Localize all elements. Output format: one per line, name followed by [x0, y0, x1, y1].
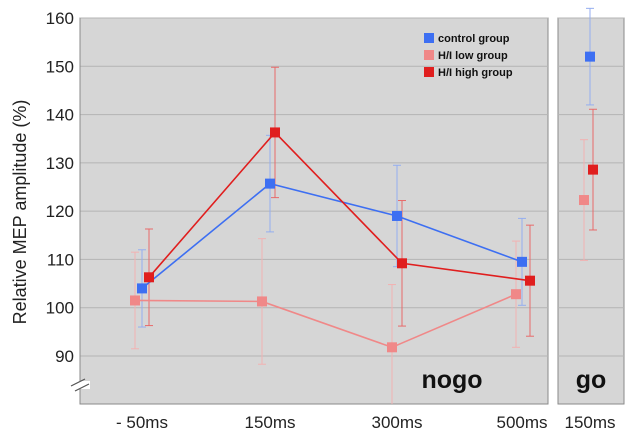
panel-label-go: go [576, 366, 607, 394]
y-tick-label: 150 [46, 57, 74, 76]
axis-break-mark [74, 383, 90, 392]
data-point [397, 258, 407, 269]
data-point [517, 256, 527, 267]
x-tick-label: - 50ms [116, 413, 168, 432]
y-tick-label: 130 [46, 154, 74, 173]
y-tick-label: 90 [55, 347, 74, 366]
legend-label: control group [438, 33, 510, 45]
legend-swatch [424, 33, 434, 43]
data-point [257, 296, 267, 307]
y-tick-label: 120 [46, 202, 74, 221]
data-point [137, 283, 147, 294]
data-point [130, 295, 140, 306]
y-tick-label: 140 [46, 106, 74, 125]
y-tick-label: 110 [47, 250, 74, 269]
series-line [141, 182, 523, 290]
legend-label: H/I high group [438, 67, 513, 79]
x-tick-label: 150ms [564, 413, 615, 432]
data-point [265, 178, 275, 189]
y-axis-title: Relative MEP amplitude (%) [10, 100, 30, 325]
x-tick-label: 150ms [244, 413, 295, 432]
legend-entry: control group [424, 33, 510, 45]
panel-label-nogo: nogo [421, 366, 482, 394]
y-tick-label: 160 [46, 9, 74, 28]
data-point [579, 195, 589, 206]
legend-label: H/I low group [438, 50, 508, 62]
legend: control group H/I low group H/I high group [424, 33, 513, 79]
series-line [134, 293, 517, 349]
data-point [585, 51, 595, 62]
data-point [392, 210, 402, 221]
y-tick-label: 100 [46, 299, 74, 318]
data-point [270, 127, 280, 138]
x-tick-label: 300ms [371, 413, 422, 432]
data-point [387, 342, 397, 353]
legend-entry: H/I low group [424, 50, 508, 62]
data-point [588, 164, 598, 175]
data-point [525, 275, 535, 286]
legend-swatch [424, 50, 434, 60]
data-point [144, 272, 154, 283]
series-line [148, 131, 531, 282]
x-tick-label: 500ms [496, 413, 547, 432]
legend-entry: H/I high group [424, 67, 513, 79]
legend-swatch [424, 67, 434, 77]
axis-break-gap [70, 381, 90, 389]
data-point [511, 289, 521, 300]
axis-break-mark [70, 378, 86, 387]
